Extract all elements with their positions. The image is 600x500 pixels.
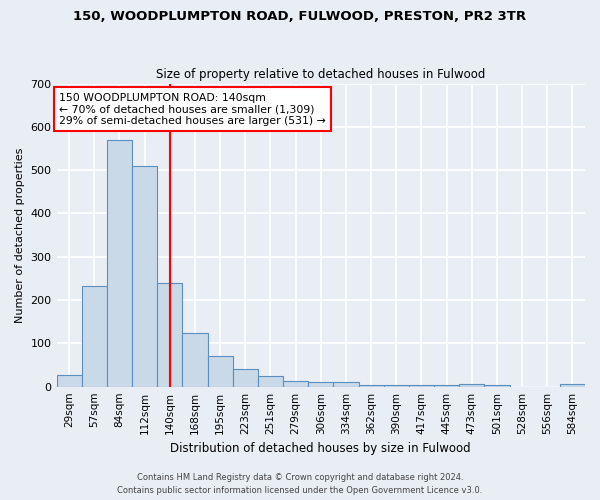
Bar — [560, 384, 585, 386]
Bar — [82, 286, 107, 386]
Bar — [359, 384, 383, 386]
Bar — [283, 380, 308, 386]
Text: Contains HM Land Registry data © Crown copyright and database right 2024.
Contai: Contains HM Land Registry data © Crown c… — [118, 474, 482, 495]
Text: 150 WOODPLUMPTON ROAD: 140sqm
← 70% of detached houses are smaller (1,309)
29% o: 150 WOODPLUMPTON ROAD: 140sqm ← 70% of d… — [59, 92, 326, 126]
Bar — [383, 384, 409, 386]
Bar — [233, 370, 258, 386]
Bar — [56, 375, 82, 386]
Bar — [107, 140, 132, 386]
Bar — [334, 382, 359, 386]
Bar — [308, 382, 334, 386]
Bar — [132, 166, 157, 386]
Text: 150, WOODPLUMPTON ROAD, FULWOOD, PRESTON, PR2 3TR: 150, WOODPLUMPTON ROAD, FULWOOD, PRESTON… — [73, 10, 527, 23]
Bar — [258, 376, 283, 386]
Bar — [182, 334, 208, 386]
Bar — [208, 356, 233, 386]
X-axis label: Distribution of detached houses by size in Fulwood: Distribution of detached houses by size … — [170, 442, 471, 455]
Title: Size of property relative to detached houses in Fulwood: Size of property relative to detached ho… — [156, 68, 485, 81]
Bar — [409, 384, 434, 386]
Bar — [459, 384, 484, 386]
Bar — [157, 283, 182, 387]
Bar — [434, 384, 459, 386]
Y-axis label: Number of detached properties: Number of detached properties — [15, 148, 25, 323]
